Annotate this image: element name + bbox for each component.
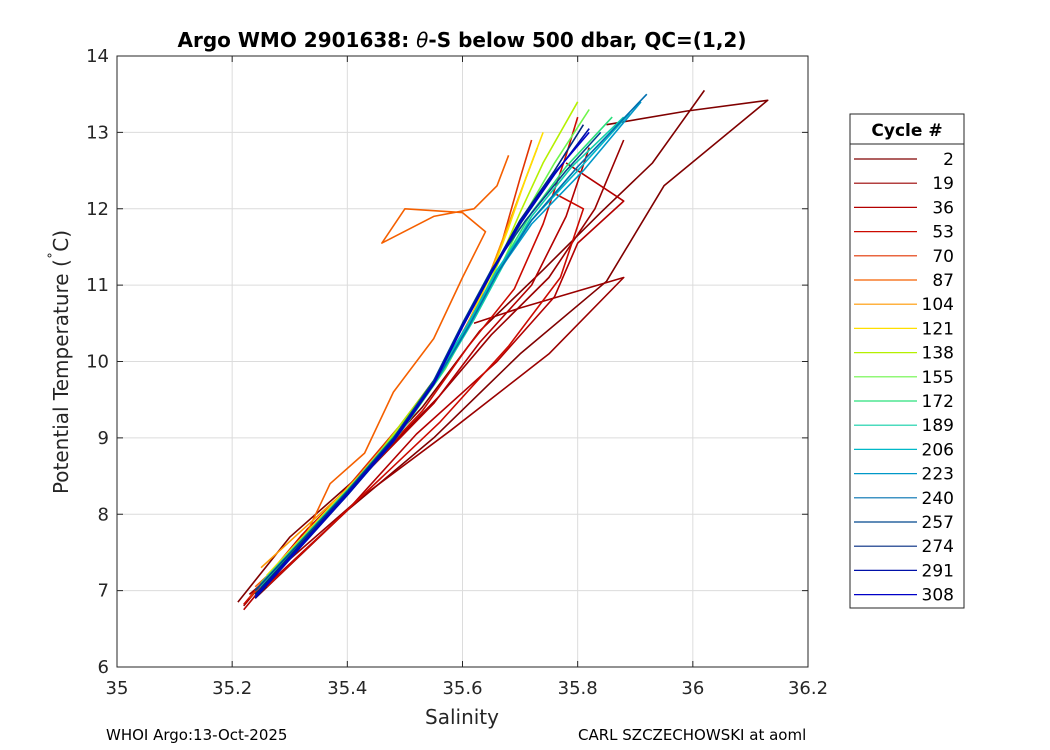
x-axis-label: Salinity bbox=[425, 705, 499, 729]
y-tick-label: 8 bbox=[98, 504, 109, 525]
legend-label: 206 bbox=[922, 440, 954, 460]
y-tick-label: 6 bbox=[98, 657, 109, 678]
chart-title-theta: θ bbox=[416, 28, 428, 52]
series-line-cycle-172 bbox=[260, 116, 613, 584]
legend-label: 2 bbox=[943, 150, 954, 170]
legend-label: 53 bbox=[932, 223, 954, 243]
y-axis-label-unit: C) bbox=[49, 230, 73, 252]
x-tick-label: 36 bbox=[681, 678, 704, 699]
x-tick-label: 36.2 bbox=[788, 678, 828, 699]
y-tick-label: 12 bbox=[86, 199, 109, 220]
y-tick-label: 11 bbox=[86, 275, 109, 296]
chart-title: Argo WMO 2901638: θ-S below 500 dbar, QC… bbox=[178, 28, 747, 52]
legend-box bbox=[849, 113, 965, 609]
legend-label: 87 bbox=[932, 271, 954, 291]
series-line-cycle-36b bbox=[260, 162, 625, 592]
legend-entries: 2 19 36 53 70 87 104 121 138 155 172 189 206 223 240 25… bbox=[854, 150, 954, 606]
x-tick-label: 35.8 bbox=[558, 678, 598, 699]
y-tick-label: 10 bbox=[86, 352, 109, 373]
series-line-cycle-53b bbox=[266, 192, 585, 588]
legend-label: 104 bbox=[922, 295, 954, 315]
legend: Cycle # 2 19 36 53 70 87 104 121 138 155 172 189 206… bbox=[849, 113, 965, 609]
legend-label: 308 bbox=[922, 586, 954, 606]
legend-title: Cycle # bbox=[871, 121, 942, 141]
footer-operator: CARL SZCZECHOWSKI at aoml bbox=[578, 726, 807, 744]
legend-label: 138 bbox=[922, 344, 954, 364]
series-line-cycle-87 bbox=[254, 155, 510, 588]
legend-label: 172 bbox=[922, 392, 954, 412]
legend-label: 257 bbox=[922, 513, 954, 533]
y-axis-label-degree: ˚ bbox=[47, 252, 65, 260]
legend-label: 19 bbox=[932, 174, 954, 194]
x-tick-label: 35.2 bbox=[212, 678, 252, 699]
legend-label: 155 bbox=[922, 368, 954, 388]
legend-label: 70 bbox=[932, 247, 954, 267]
x-tick-label: 35 bbox=[106, 678, 129, 699]
legend-label: 121 bbox=[922, 319, 954, 339]
x-tick-label: 35.4 bbox=[327, 678, 367, 699]
chart-title-prefix: Argo WMO 2901638: bbox=[178, 28, 417, 52]
legend-label: 274 bbox=[922, 537, 954, 557]
series-line-cycle-257 bbox=[254, 131, 602, 592]
footer-source: WHOI Argo:13-Oct-2025 bbox=[106, 726, 288, 744]
y-axis-label-main: Potential Temperature ( bbox=[49, 259, 73, 494]
series-line-cycle-308 bbox=[254, 131, 590, 598]
y-tick-label: 9 bbox=[98, 428, 109, 449]
y-tick-label: 13 bbox=[86, 122, 109, 143]
legend-label: 223 bbox=[922, 465, 954, 485]
series-lines bbox=[237, 89, 769, 611]
y-tick-label: 14 bbox=[86, 46, 109, 67]
legend-label: 189 bbox=[922, 416, 954, 436]
y-tick-label: 7 bbox=[98, 581, 109, 602]
x-tick-labels: 35 35.2 35.4 35.6 35.8 36 36.2 bbox=[106, 56, 828, 699]
x-tick-label: 35.6 bbox=[442, 678, 482, 699]
y-tick-labels: 6 7 8 9 10 11 12 13 14 bbox=[86, 46, 808, 678]
legend-label: 240 bbox=[922, 489, 954, 509]
y-axis-label: Potential Temperature (˚C) bbox=[47, 230, 73, 494]
legend-label: 36 bbox=[932, 198, 954, 218]
legend-label: 291 bbox=[922, 561, 954, 581]
chart-title-suffix: -S below 500 dbar, QC=(1,2) bbox=[428, 28, 746, 52]
